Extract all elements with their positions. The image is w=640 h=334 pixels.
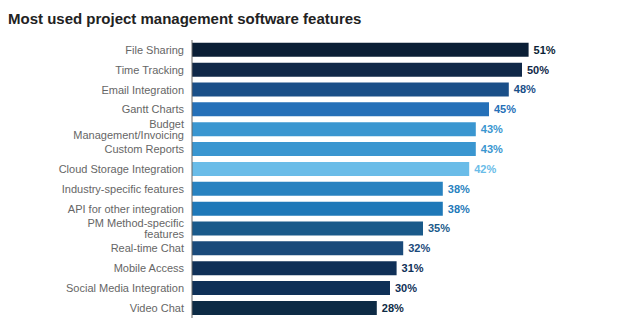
svg-text:Email Integration: Email Integration [101,84,184,96]
svg-text:Video Chat: Video Chat [130,302,184,314]
svg-text:Real-time Chat: Real-time Chat [111,242,184,254]
svg-text:Custom Reports: Custom Reports [105,143,185,155]
svg-text:31%: 31% [402,262,424,274]
svg-text:Mobile Access: Mobile Access [114,262,185,274]
svg-text:50%: 50% [527,64,549,76]
svg-text:48%: 48% [514,83,536,95]
svg-text:28%: 28% [382,302,404,314]
svg-text:32%: 32% [408,242,430,254]
svg-text:PM Method-specificfeatures: PM Method-specificfeatures [87,217,184,240]
svg-text:38%: 38% [448,183,470,195]
svg-text:Time Tracking: Time Tracking [115,64,184,76]
svg-text:File Sharing: File Sharing [125,44,184,56]
html-text:Most used project management s: Most used project management software fe… [8,10,362,27]
svg-text:45%: 45% [494,103,516,115]
svg-text:38%: 38% [448,203,470,215]
svg-text:Social Media Integration: Social Media Integration [66,282,184,294]
svg-text:API for other integration: API for other integration [68,203,184,215]
svg-text:30%: 30% [395,282,417,294]
svg-text:51%: 51% [534,44,556,56]
svg-text:42%: 42% [474,163,496,175]
svg-text:Industry-specific features: Industry-specific features [62,183,185,195]
svg-text:Gantt Charts: Gantt Charts [122,103,185,115]
svg-text:43%: 43% [481,123,503,135]
svg-text:Cloud Storage Integration: Cloud Storage Integration [59,163,184,175]
svg-text:43%: 43% [481,143,503,155]
svg-text:BudgetManagement/Invoicing: BudgetManagement/Invoicing [73,118,184,141]
svg-text:35%: 35% [428,222,450,234]
